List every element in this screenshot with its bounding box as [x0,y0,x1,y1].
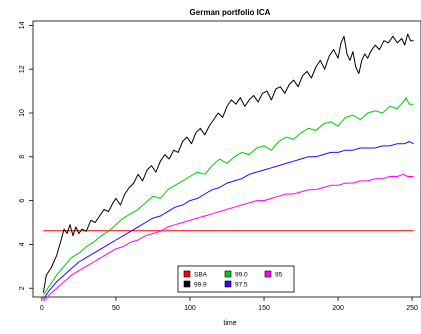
legend-swatch [183,280,191,288]
series-line-97-5 [42,141,414,300]
series-layer [42,33,414,302]
legend-label: 95 [275,272,283,279]
x-tick-label: 200 [332,305,344,312]
plot-frame [32,20,421,298]
legend-label: 99.9 [194,282,207,289]
series-line-99-9 [42,33,414,293]
legend-label: SBA [194,272,208,279]
y-tick-label: 4 [19,242,26,246]
y-tick-label: 12 [19,65,26,73]
legend-swatch [264,270,272,278]
chart-title: German portfolio ICA [190,8,271,17]
x-tick-label: 50 [112,305,120,312]
y-axis: 2 4 6 8 10 12 14 [19,21,33,290]
x-axis: 0 50 100 150 200 250 [40,297,418,312]
legend-label: 97.5 [235,282,248,289]
series-line-99-0 [42,97,414,296]
y-tick-label: 8 [19,155,26,159]
series-line-95 [43,173,414,302]
y-tick-label: 10 [19,109,26,117]
legend-box [177,265,295,293]
x-tick-label: 250 [406,305,418,312]
legend-swatch [183,270,191,278]
y-tick-label: 6 [19,199,26,203]
x-tick-label: 100 [184,305,196,312]
legend-label: 99.0 [235,272,248,279]
y-tick-label: 14 [19,21,26,29]
legend-swatch [224,280,232,288]
legend-swatch [224,270,232,278]
y-tick-label: 2 [19,286,26,290]
x-tick-label: 150 [258,305,270,312]
legend: SBA 99.9 99.0 97.5 95 [177,265,295,293]
x-tick-label: 0 [40,305,44,312]
x-axis-label: time [223,320,236,327]
